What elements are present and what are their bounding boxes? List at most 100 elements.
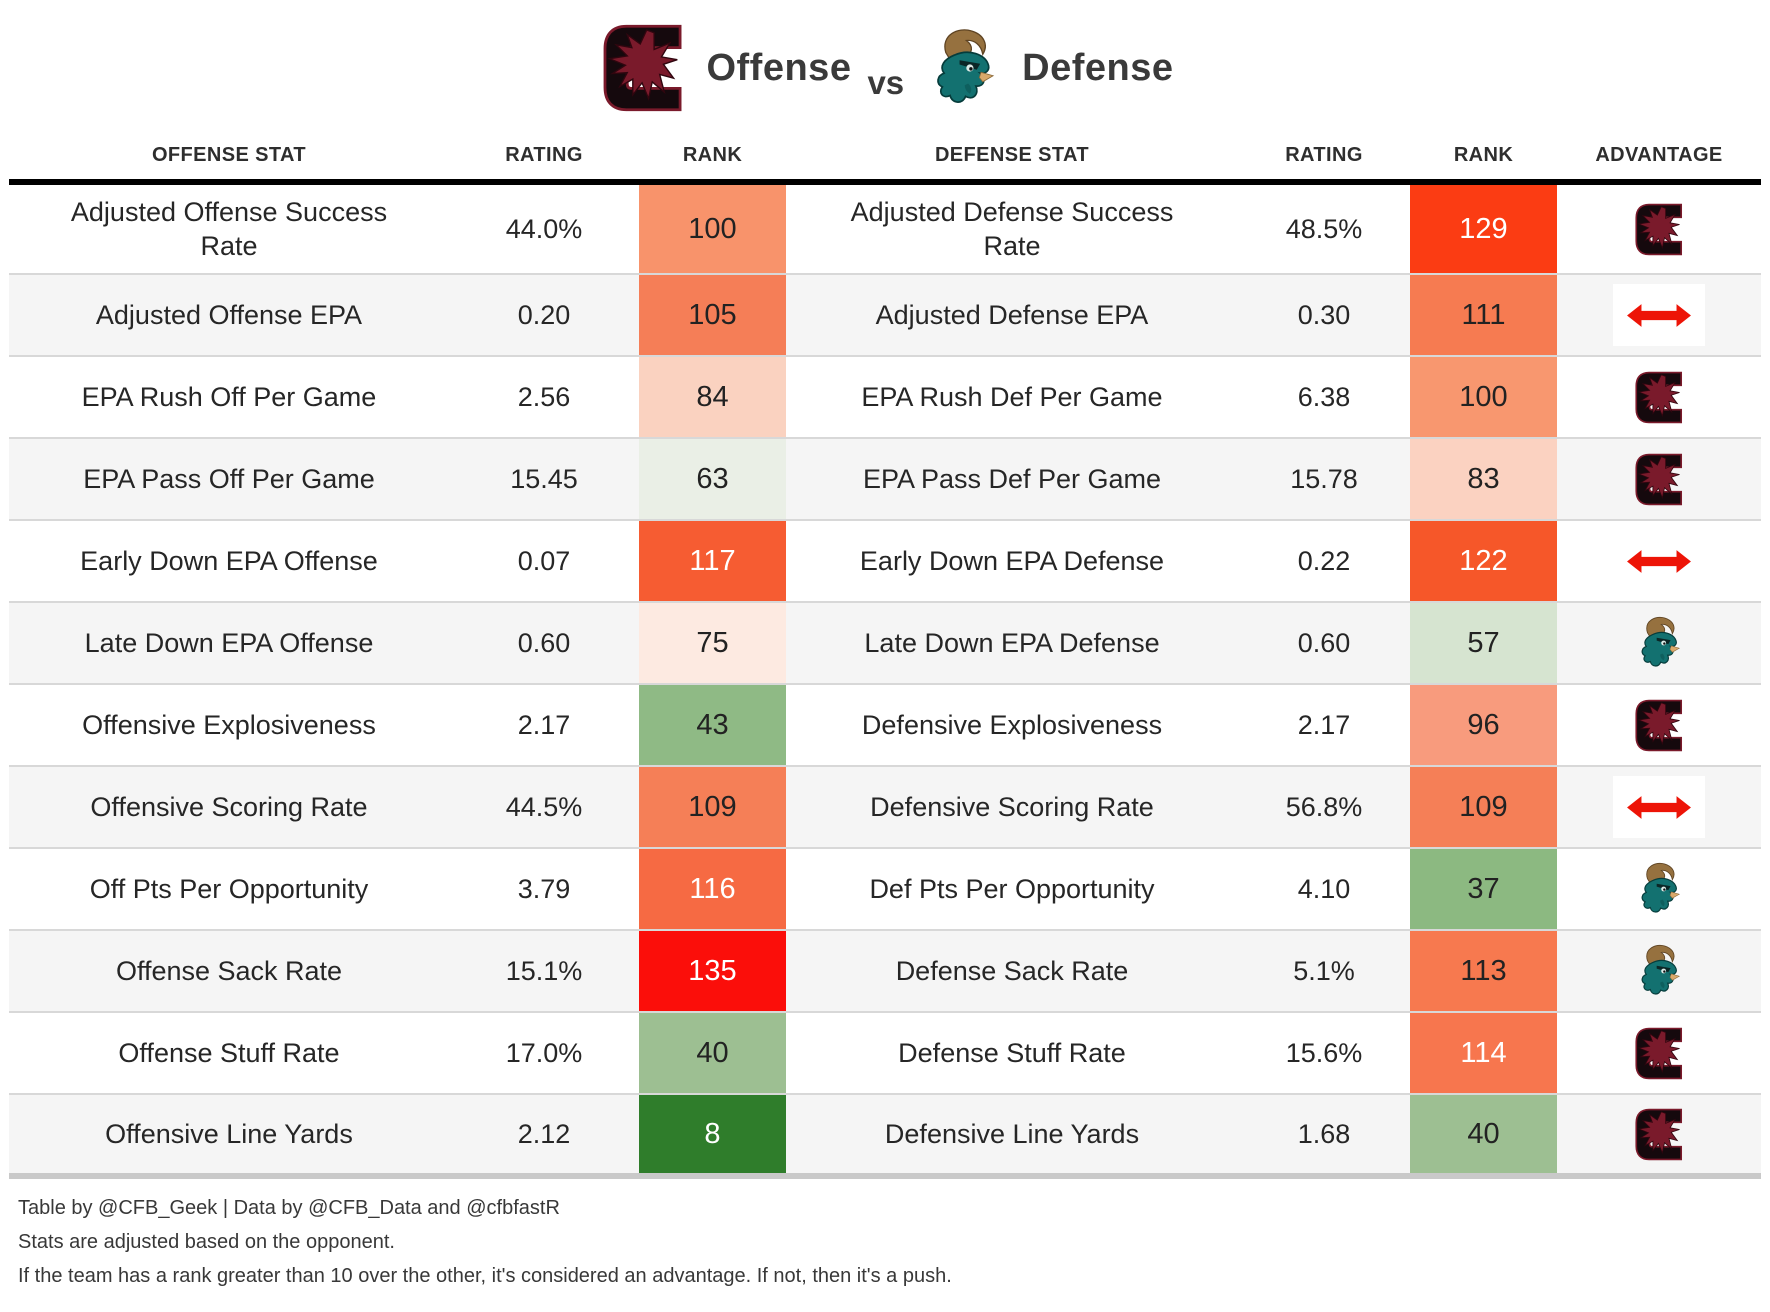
offense-rank-value: 135 bbox=[639, 929, 786, 1012]
defense-rank-value: 114 bbox=[1410, 1011, 1557, 1094]
advantage-cell bbox=[1557, 601, 1761, 684]
footer-notes: Table by @CFB_Geek | Data by @CFB_Data a… bbox=[18, 1191, 1770, 1293]
defense-rank-value: 96 bbox=[1410, 683, 1557, 766]
offense-rating-value: 15.45 bbox=[449, 437, 639, 520]
defense-stat-label: Defense Stuff Rate bbox=[786, 1011, 1238, 1094]
title-bar: Offense vs Defense bbox=[0, 0, 1770, 128]
table-row: Offense Stuff Rate 17.0% 40 Defense Stuf… bbox=[9, 1011, 1761, 1094]
table-row: EPA Pass Off Per Game 15.45 63 EPA Pass … bbox=[9, 437, 1761, 520]
defense-stat-label: Adjusted Defense EPA bbox=[786, 273, 1238, 356]
defense-rank-value: 100 bbox=[1410, 355, 1557, 438]
offense-rank-value: 117 bbox=[639, 519, 786, 602]
defense-title-label: Defense bbox=[1022, 46, 1174, 89]
defense-stat-label: Defensive Explosiveness bbox=[786, 683, 1238, 766]
offense-rating-value: 15.1% bbox=[449, 929, 639, 1012]
table-body: Adjusted Offense Success Rate 44.0% 100 … bbox=[9, 182, 1761, 1179]
defense-rating-value: 0.60 bbox=[1238, 601, 1410, 684]
defense-stat-label: Defensive Line Yards bbox=[786, 1093, 1238, 1179]
defense-rating-value: 1.68 bbox=[1238, 1093, 1410, 1179]
gamecocks-advantage-logo bbox=[1631, 695, 1687, 756]
gamecocks-advantage-logo bbox=[1631, 449, 1687, 510]
vs-label: vs bbox=[867, 64, 905, 101]
advantage-cell bbox=[1557, 519, 1761, 602]
defense-rank-value: 111 bbox=[1410, 273, 1557, 356]
offense-rating-value: 0.20 bbox=[449, 273, 639, 356]
offense-rank-value: 84 bbox=[639, 355, 786, 438]
advantage-cell bbox=[1557, 273, 1761, 356]
offense-rating-value: 2.12 bbox=[449, 1093, 639, 1179]
advantage-cell bbox=[1557, 683, 1761, 766]
defense-rank-value: 40 bbox=[1410, 1093, 1557, 1179]
defense-rating-value: 2.17 bbox=[1238, 683, 1410, 766]
defense-stat-label: Late Down EPA Defense bbox=[786, 601, 1238, 684]
offense-stat-label: Offense Sack Rate bbox=[9, 929, 449, 1012]
offense-rank-value: 40 bbox=[639, 1011, 786, 1094]
defense-rating-value: 0.30 bbox=[1238, 273, 1410, 356]
defense-stat-label: Defensive Scoring Rate bbox=[786, 765, 1238, 848]
advantage-cell bbox=[1557, 1093, 1761, 1179]
gamecocks-advantage-logo bbox=[1631, 1104, 1687, 1165]
offense-rank-value: 75 bbox=[639, 601, 786, 684]
defense-stat-label: Def Pts Per Opportunity bbox=[786, 847, 1238, 930]
col-header-defense-rating: RATING bbox=[1238, 128, 1410, 185]
advantage-cell bbox=[1557, 929, 1761, 1012]
push-arrow-icon bbox=[1626, 301, 1692, 330]
offense-rank-value: 63 bbox=[639, 437, 786, 520]
chanticleers-advantage-logo bbox=[1630, 860, 1688, 918]
stats-table: OFFENSE STAT RATING RANK DEFENSE STAT RA… bbox=[9, 128, 1761, 1179]
offense-rank-value: 105 bbox=[639, 273, 786, 356]
defense-rating-value: 15.6% bbox=[1238, 1011, 1410, 1094]
col-header-defense-rank: RANK bbox=[1410, 128, 1557, 185]
col-header-offense-stat: OFFENSE STAT bbox=[9, 128, 449, 185]
offense-rating-value: 0.60 bbox=[449, 601, 639, 684]
advantage-cell bbox=[1557, 437, 1761, 520]
offense-stat-label: Offensive Scoring Rate bbox=[9, 765, 449, 848]
gamecocks-advantage-logo bbox=[1631, 1023, 1687, 1084]
defense-rating-value: 0.22 bbox=[1238, 519, 1410, 602]
push-indicator bbox=[1613, 530, 1705, 592]
table-row: Adjusted Offense EPA 0.20 105 Adjusted D… bbox=[9, 273, 1761, 356]
chanticleers-advantage-logo bbox=[1630, 614, 1688, 672]
offense-stat-label: Late Down EPA Offense bbox=[9, 601, 449, 684]
offense-stat-label: Adjusted Offense EPA bbox=[9, 273, 449, 356]
defense-rank-value: 113 bbox=[1410, 929, 1557, 1012]
offense-rating-value: 2.17 bbox=[449, 683, 639, 766]
table-row: Offensive Explosiveness 2.17 43 Defensiv… bbox=[9, 683, 1761, 766]
table-row: Early Down EPA Offense 0.07 117 Early Do… bbox=[9, 519, 1761, 602]
col-header-offense-rating: RATING bbox=[449, 128, 639, 185]
defense-rating-value: 4.10 bbox=[1238, 847, 1410, 930]
table-row: Late Down EPA Offense 0.60 75 Late Down … bbox=[9, 601, 1761, 684]
defense-rating-value: 6.38 bbox=[1238, 355, 1410, 438]
advantage-cell bbox=[1557, 355, 1761, 438]
gamecocks-advantage-logo bbox=[1631, 199, 1687, 260]
defense-rank-value: 109 bbox=[1410, 765, 1557, 848]
defense-rank-value: 37 bbox=[1410, 847, 1557, 930]
offense-rank-value: 8 bbox=[639, 1093, 786, 1179]
defense-stat-label: EPA Rush Def Per Game bbox=[786, 355, 1238, 438]
push-indicator bbox=[1613, 284, 1705, 346]
defense-stat-label: EPA Pass Def Per Game bbox=[786, 437, 1238, 520]
push-arrow-icon bbox=[1626, 547, 1692, 576]
advantage-cell bbox=[1557, 765, 1761, 848]
table-row: Adjusted Offense Success Rate 44.0% 100 … bbox=[9, 182, 1761, 274]
offense-rank-value: 116 bbox=[639, 847, 786, 930]
coastal-carolina-chanticleers-logo bbox=[920, 23, 1006, 113]
chanticleers-advantage-logo bbox=[1630, 942, 1688, 1000]
offense-rating-value: 0.07 bbox=[449, 519, 639, 602]
defense-rating-value: 56.8% bbox=[1238, 765, 1410, 848]
south-carolina-gamecocks-logo bbox=[596, 17, 690, 119]
offense-stat-label: Early Down EPA Offense bbox=[9, 519, 449, 602]
table-row: Offense Sack Rate 15.1% 135 Defense Sack… bbox=[9, 929, 1761, 1012]
defense-stat-label: Adjusted Defense Success Rate bbox=[850, 197, 1174, 261]
table-row: Offensive Line Yards 2.12 8 Defensive Li… bbox=[9, 1093, 1761, 1179]
defense-stat-label: Defense Sack Rate bbox=[786, 929, 1238, 1012]
defense-rating-value: 48.5% bbox=[1285, 214, 1363, 244]
offense-stat-label: Offensive Line Yards bbox=[9, 1093, 449, 1179]
offense-stat-label: Adjusted Offense Success Rate bbox=[70, 197, 388, 261]
col-header-offense-rank: RANK bbox=[639, 128, 786, 185]
offense-stat-label: EPA Rush Off Per Game bbox=[9, 355, 449, 438]
push-arrow-icon bbox=[1626, 793, 1692, 822]
footer-note-advantage-rule: If the team has a rank greater than 10 o… bbox=[18, 1265, 952, 1287]
offense-rating-value: 2.56 bbox=[449, 355, 639, 438]
col-header-advantage: ADVANTAGE bbox=[1557, 128, 1761, 185]
